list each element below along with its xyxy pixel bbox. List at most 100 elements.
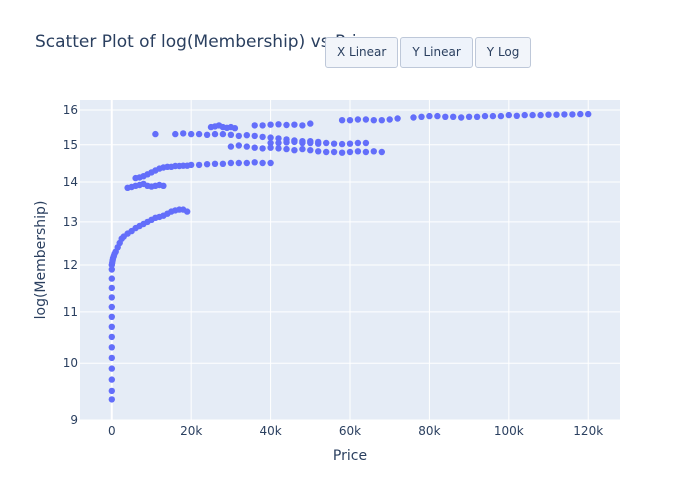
scatter-point[interactable] xyxy=(513,112,520,120)
y-linear-button[interactable]: Y Linear xyxy=(400,37,473,68)
scatter-point[interactable] xyxy=(267,159,274,167)
scatter-point[interactable] xyxy=(315,140,322,147)
scatter-point[interactable] xyxy=(108,365,116,372)
scatter-point[interactable] xyxy=(299,139,306,147)
scatter-point[interactable] xyxy=(251,122,258,129)
scatter-point[interactable] xyxy=(370,117,377,124)
scatter-point[interactable] xyxy=(315,148,322,155)
scatter-point[interactable] xyxy=(458,114,465,121)
scatter-point[interactable] xyxy=(275,145,282,152)
scatter-point[interactable] xyxy=(243,159,250,167)
scatter-point[interactable] xyxy=(188,130,195,138)
scatter-point[interactable] xyxy=(227,143,235,150)
scatter-point[interactable] xyxy=(299,122,306,129)
scatter-point[interactable] xyxy=(203,131,211,138)
scatter-point[interactable] xyxy=(172,130,179,138)
scatter-point[interactable] xyxy=(259,159,266,167)
scatter-point[interactable] xyxy=(235,159,242,167)
scatter-point[interactable] xyxy=(108,344,116,351)
scatter-point[interactable] xyxy=(323,148,330,156)
scatter-point[interactable] xyxy=(307,147,314,154)
scatter-point[interactable] xyxy=(577,110,584,118)
scatter-point[interactable] xyxy=(108,266,116,273)
scatter-point[interactable] xyxy=(108,376,116,383)
scatter-point[interactable] xyxy=(362,116,370,123)
scatter-point[interactable] xyxy=(529,111,536,119)
scatter-point[interactable] xyxy=(219,160,227,167)
scatter-point[interactable] xyxy=(346,148,354,156)
scatter-point[interactable] xyxy=(521,111,528,119)
scatter-point[interactable] xyxy=(259,133,266,141)
scatter-point[interactable] xyxy=(450,113,457,121)
scatter-point[interactable] xyxy=(235,142,242,149)
scatter-point[interactable] xyxy=(188,161,195,169)
scatter-point[interactable] xyxy=(211,160,219,167)
scatter-point[interactable] xyxy=(108,396,116,403)
scatter-point[interactable] xyxy=(291,138,298,146)
scatter-point[interactable] xyxy=(195,130,203,138)
scatter-point[interactable] xyxy=(418,113,425,121)
scatter-point[interactable] xyxy=(267,144,274,151)
scatter-point[interactable] xyxy=(108,284,116,292)
scatter-point[interactable] xyxy=(267,121,274,128)
scatter-point[interactable] xyxy=(569,111,576,118)
scatter-point[interactable] xyxy=(251,132,258,140)
scatter-point[interactable] xyxy=(108,313,116,320)
scatter-point[interactable] xyxy=(346,140,354,147)
scatter-point[interactable] xyxy=(354,139,362,147)
scatter-point[interactable] xyxy=(160,182,167,189)
scatter-point[interactable] xyxy=(227,159,235,167)
scatter-point[interactable] xyxy=(307,139,314,147)
scatter-point[interactable] xyxy=(108,387,116,395)
scatter-point[interactable] xyxy=(108,294,116,301)
scatter-point[interactable] xyxy=(473,113,481,121)
scatter-point[interactable] xyxy=(323,139,330,147)
scatter-point[interactable] xyxy=(561,111,568,118)
scatter-point[interactable] xyxy=(267,139,274,147)
scatter-point[interactable] xyxy=(243,143,250,150)
scatter-point[interactable] xyxy=(108,323,116,330)
scatter-point[interactable] xyxy=(108,303,116,311)
scatter-point[interactable] xyxy=(545,111,552,118)
scatter-point[interactable] xyxy=(259,145,266,152)
scatter-point[interactable] xyxy=(338,117,346,124)
scatter-point[interactable] xyxy=(465,113,473,121)
scatter-point[interactable] xyxy=(283,121,290,129)
scatter-point[interactable] xyxy=(184,208,191,215)
scatter-point[interactable] xyxy=(267,134,274,141)
scatter-point[interactable] xyxy=(426,112,433,120)
scatter-point[interactable] xyxy=(330,148,338,156)
scatter-point[interactable] xyxy=(481,112,489,120)
scatter-point[interactable] xyxy=(338,140,346,148)
scatter-point[interactable] xyxy=(553,111,560,118)
scatter-point[interactable] xyxy=(227,131,235,138)
scatter-point[interactable] xyxy=(251,159,258,166)
scatter-point[interactable] xyxy=(370,148,377,155)
scatter-point[interactable] xyxy=(235,132,242,140)
scatter-point[interactable] xyxy=(378,148,385,156)
scatter-point[interactable] xyxy=(251,144,258,151)
scatter-point[interactable] xyxy=(505,111,512,119)
scatter-point[interactable] xyxy=(307,120,314,127)
scatter-point[interactable] xyxy=(442,113,449,121)
scatter-point[interactable] xyxy=(537,111,544,119)
scatter-point[interactable] xyxy=(231,125,239,132)
scatter-point[interactable] xyxy=(497,112,505,120)
scatter-point[interactable] xyxy=(362,148,370,156)
scatter-point[interactable] xyxy=(108,275,116,282)
scatter-point[interactable] xyxy=(489,112,497,120)
scatter-point[interactable] xyxy=(585,110,592,118)
scatter-point[interactable] xyxy=(410,114,417,121)
scatter-point[interactable] xyxy=(378,117,385,124)
y-log-button[interactable]: Y Log xyxy=(474,37,532,68)
scatter-point[interactable] xyxy=(108,354,116,362)
scatter-point[interactable] xyxy=(354,148,362,155)
scatter-point[interactable] xyxy=(330,140,338,147)
scatter-point[interactable] xyxy=(362,139,370,147)
x-linear-button[interactable]: X Linear xyxy=(325,37,399,68)
scatter-point[interactable] xyxy=(283,139,290,146)
scatter-point[interactable] xyxy=(211,130,219,138)
scatter-point[interactable] xyxy=(180,130,187,137)
scatter-point[interactable] xyxy=(354,116,362,123)
scatter-point[interactable] xyxy=(291,147,298,154)
